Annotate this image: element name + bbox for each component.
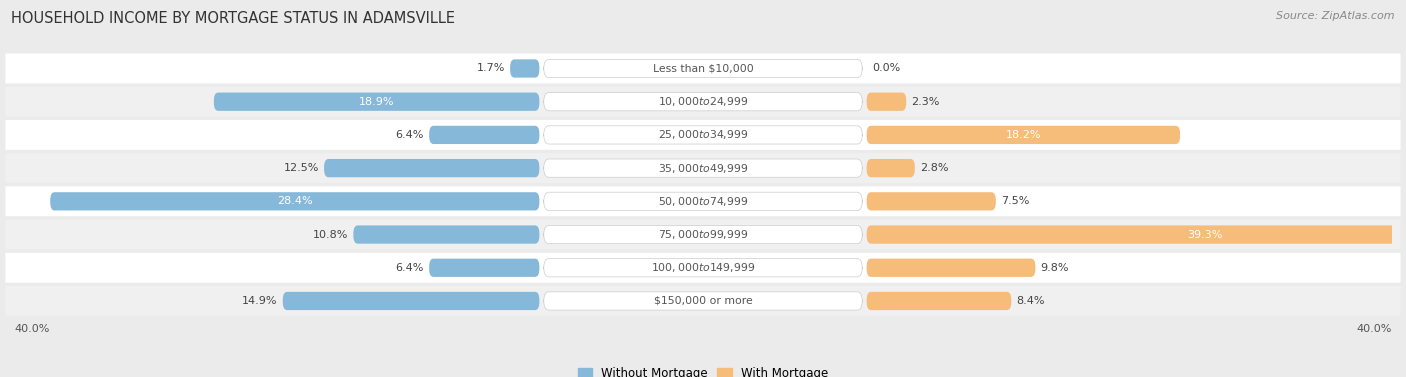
Legend: Without Mortgage, With Mortgage: Without Mortgage, With Mortgage: [578, 367, 828, 377]
FancyBboxPatch shape: [353, 225, 540, 244]
FancyBboxPatch shape: [544, 126, 862, 144]
FancyBboxPatch shape: [544, 59, 862, 78]
FancyBboxPatch shape: [323, 159, 540, 177]
FancyBboxPatch shape: [544, 259, 862, 277]
Text: 1.7%: 1.7%: [477, 63, 505, 74]
Text: 12.5%: 12.5%: [284, 163, 319, 173]
Text: 39.3%: 39.3%: [1188, 230, 1223, 239]
Text: 40.0%: 40.0%: [1357, 324, 1392, 334]
FancyBboxPatch shape: [6, 186, 1400, 216]
Text: 7.5%: 7.5%: [1001, 196, 1029, 206]
Text: 40.0%: 40.0%: [14, 324, 49, 334]
FancyBboxPatch shape: [214, 93, 540, 111]
FancyBboxPatch shape: [544, 192, 862, 210]
Text: 14.9%: 14.9%: [242, 296, 277, 306]
FancyBboxPatch shape: [6, 219, 1400, 250]
Text: $75,000 to $99,999: $75,000 to $99,999: [658, 228, 748, 241]
Text: $10,000 to $24,999: $10,000 to $24,999: [658, 95, 748, 108]
Text: $150,000 or more: $150,000 or more: [654, 296, 752, 306]
FancyBboxPatch shape: [866, 159, 915, 177]
Text: 2.8%: 2.8%: [920, 163, 949, 173]
FancyBboxPatch shape: [6, 87, 1400, 116]
Text: 10.8%: 10.8%: [312, 230, 349, 239]
Text: 9.8%: 9.8%: [1040, 263, 1069, 273]
Text: HOUSEHOLD INCOME BY MORTGAGE STATUS IN ADAMSVILLE: HOUSEHOLD INCOME BY MORTGAGE STATUS IN A…: [11, 11, 456, 26]
FancyBboxPatch shape: [866, 93, 907, 111]
Text: Less than $10,000: Less than $10,000: [652, 63, 754, 74]
Text: 6.4%: 6.4%: [395, 130, 425, 140]
FancyBboxPatch shape: [6, 286, 1400, 316]
Text: 18.2%: 18.2%: [1005, 130, 1040, 140]
FancyBboxPatch shape: [429, 126, 540, 144]
FancyBboxPatch shape: [866, 126, 1180, 144]
FancyBboxPatch shape: [866, 292, 1011, 310]
FancyBboxPatch shape: [866, 192, 995, 210]
FancyBboxPatch shape: [544, 159, 862, 177]
Text: $50,000 to $74,999: $50,000 to $74,999: [658, 195, 748, 208]
Text: 6.4%: 6.4%: [395, 263, 425, 273]
Text: 2.3%: 2.3%: [911, 97, 939, 107]
FancyBboxPatch shape: [283, 292, 540, 310]
Text: 18.9%: 18.9%: [359, 97, 394, 107]
Text: $35,000 to $49,999: $35,000 to $49,999: [658, 162, 748, 175]
Text: 0.0%: 0.0%: [872, 63, 900, 74]
Text: 8.4%: 8.4%: [1017, 296, 1045, 306]
FancyBboxPatch shape: [510, 59, 540, 78]
Text: Source: ZipAtlas.com: Source: ZipAtlas.com: [1277, 11, 1395, 21]
FancyBboxPatch shape: [6, 120, 1400, 150]
Text: $100,000 to $149,999: $100,000 to $149,999: [651, 261, 755, 274]
FancyBboxPatch shape: [544, 93, 862, 111]
Text: $25,000 to $34,999: $25,000 to $34,999: [658, 129, 748, 141]
FancyBboxPatch shape: [51, 192, 540, 210]
FancyBboxPatch shape: [866, 225, 1406, 244]
FancyBboxPatch shape: [544, 225, 862, 244]
FancyBboxPatch shape: [866, 259, 1035, 277]
FancyBboxPatch shape: [6, 54, 1400, 83]
FancyBboxPatch shape: [6, 153, 1400, 183]
Text: 28.4%: 28.4%: [277, 196, 312, 206]
FancyBboxPatch shape: [429, 259, 540, 277]
FancyBboxPatch shape: [544, 292, 862, 310]
FancyBboxPatch shape: [6, 253, 1400, 283]
